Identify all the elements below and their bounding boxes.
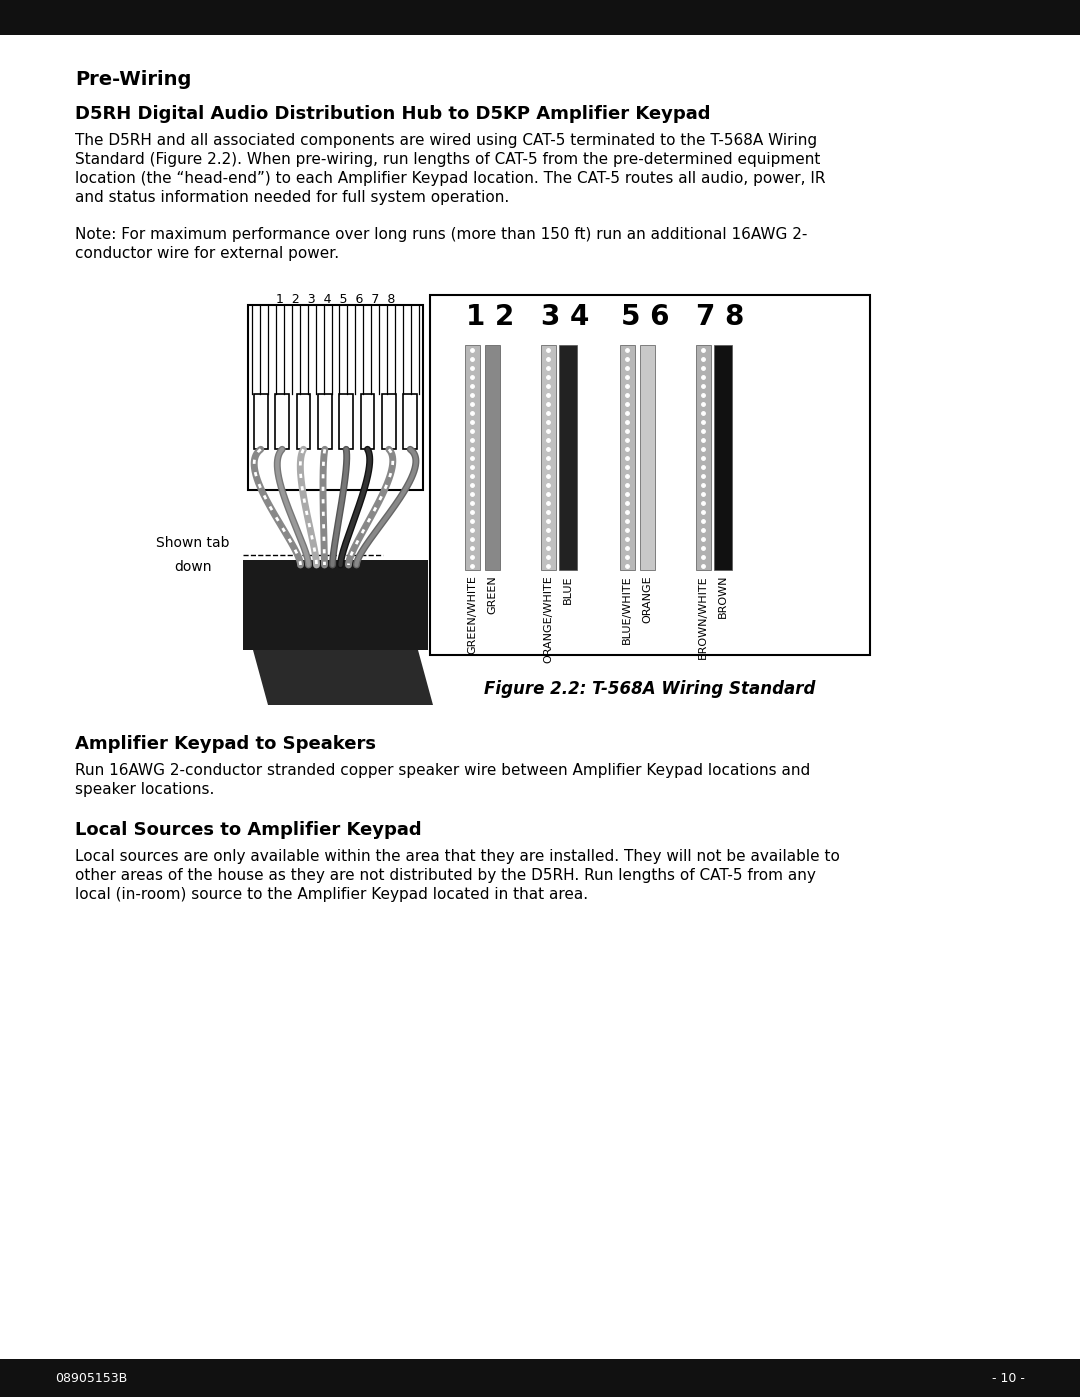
Text: Standard (Figure 2.2). When pre-wiring, run lengths of CAT-5 from the pre-determ: Standard (Figure 2.2). When pre-wiring, … bbox=[75, 152, 821, 168]
Bar bbox=[465, 345, 480, 570]
Bar bbox=[485, 345, 500, 570]
Text: ORANGE: ORANGE bbox=[642, 576, 652, 623]
Bar bbox=[361, 394, 375, 450]
Text: BLUE/WHITE: BLUE/WHITE bbox=[622, 576, 632, 644]
Text: BLUE: BLUE bbox=[563, 576, 573, 604]
Bar bbox=[404, 394, 417, 450]
Bar bbox=[382, 394, 395, 450]
Bar bbox=[243, 560, 428, 650]
Bar bbox=[0, 1359, 1080, 1397]
Text: - 10 -: - 10 - bbox=[993, 1372, 1025, 1384]
Text: 3 4: 3 4 bbox=[541, 303, 590, 331]
Text: Shown tab: Shown tab bbox=[157, 536, 230, 550]
Polygon shape bbox=[253, 650, 433, 705]
Text: speaker locations.: speaker locations. bbox=[75, 782, 214, 798]
Text: BROWN/WHITE: BROWN/WHITE bbox=[698, 576, 708, 658]
Text: 1 2: 1 2 bbox=[465, 303, 514, 331]
Text: Note: For maximum performance over long runs (more than 150 ft) run an additiona: Note: For maximum performance over long … bbox=[75, 226, 808, 242]
Text: D5RH Digital Audio Distribution Hub to D5KP Amplifier Keypad: D5RH Digital Audio Distribution Hub to D… bbox=[75, 105, 711, 123]
Text: ORANGE/WHITE: ORANGE/WHITE bbox=[543, 576, 553, 662]
Text: conductor wire for external power.: conductor wire for external power. bbox=[75, 246, 339, 261]
Text: Local sources are only available within the area that they are installed. They w: Local sources are only available within … bbox=[75, 849, 840, 863]
Bar bbox=[275, 394, 289, 450]
Bar bbox=[620, 345, 635, 570]
Bar bbox=[714, 345, 732, 570]
Text: Local Sources to Amplifier Keypad: Local Sources to Amplifier Keypad bbox=[75, 821, 421, 840]
Bar bbox=[339, 394, 353, 450]
Bar bbox=[254, 394, 268, 450]
Bar bbox=[0, 0, 1080, 35]
Text: Pre-Wiring: Pre-Wiring bbox=[75, 70, 191, 89]
Text: 08905153B: 08905153B bbox=[55, 1372, 127, 1384]
Bar bbox=[696, 345, 711, 570]
Text: Run 16AWG 2-conductor stranded copper speaker wire between Amplifier Keypad loca: Run 16AWG 2-conductor stranded copper sp… bbox=[75, 763, 810, 778]
Text: Amplifier Keypad to Speakers: Amplifier Keypad to Speakers bbox=[75, 735, 376, 753]
Text: other areas of the house as they are not distributed by the D5RH. Run lengths of: other areas of the house as they are not… bbox=[75, 868, 815, 883]
Bar bbox=[318, 394, 332, 450]
Text: 1  2  3  4  5  6  7  8: 1 2 3 4 5 6 7 8 bbox=[275, 293, 395, 306]
Text: and status information needed for full system operation.: and status information needed for full s… bbox=[75, 190, 510, 205]
Text: down: down bbox=[174, 560, 212, 574]
Bar bbox=[248, 305, 423, 490]
Text: local (in-room) source to the Amplifier Keypad located in that area.: local (in-room) source to the Amplifier … bbox=[75, 887, 589, 902]
Bar bbox=[640, 345, 654, 570]
Bar bbox=[430, 295, 870, 655]
Bar bbox=[541, 345, 556, 570]
Text: 7 8: 7 8 bbox=[696, 303, 744, 331]
Text: location (the “head-end”) to each Amplifier Keypad location. The CAT-5 routes al: location (the “head-end”) to each Amplif… bbox=[75, 170, 825, 186]
Bar bbox=[559, 345, 577, 570]
Text: Figure 2.2: T-568A Wiring Standard: Figure 2.2: T-568A Wiring Standard bbox=[484, 680, 815, 698]
Bar bbox=[297, 394, 310, 450]
Text: 5 6: 5 6 bbox=[621, 303, 670, 331]
Text: GREEN: GREEN bbox=[487, 576, 497, 613]
Text: BROWN: BROWN bbox=[718, 576, 728, 619]
Text: GREEN/WHITE: GREEN/WHITE bbox=[467, 576, 477, 654]
Text: The D5RH and all associated components are wired using CAT-5 terminated to the T: The D5RH and all associated components a… bbox=[75, 133, 818, 148]
